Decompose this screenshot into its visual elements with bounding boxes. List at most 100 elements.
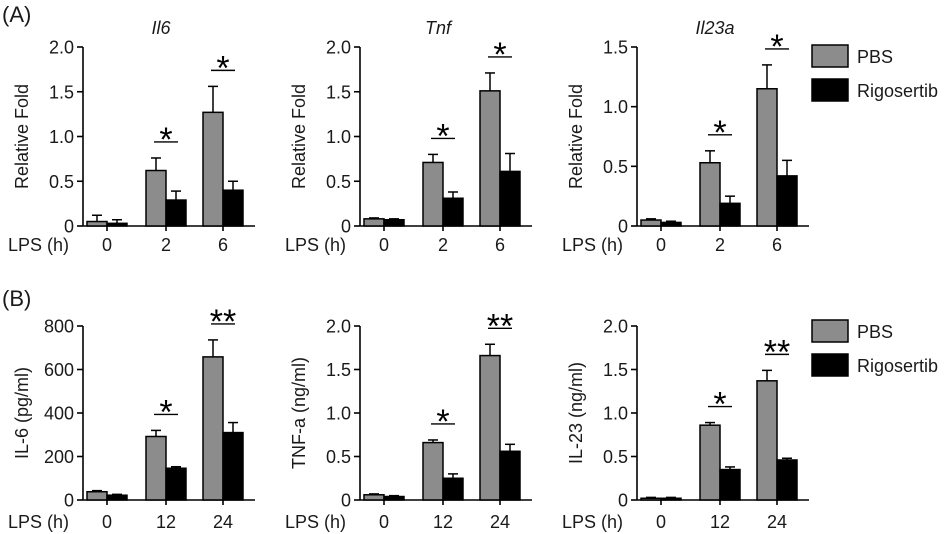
legend-label: Rigosertib xyxy=(857,356,938,376)
legend-item-pbs: PBS xyxy=(811,44,893,68)
significance-marker: * xyxy=(488,36,512,74)
x-tick-label: 24 xyxy=(767,512,787,532)
significance-asterisk: * xyxy=(436,117,449,155)
error-bar-rigosertib-0 xyxy=(389,218,399,220)
error-bar-rigosertib-2 xyxy=(171,190,181,201)
bar-pbs-12 xyxy=(422,441,444,501)
significance-asterisk: * xyxy=(159,121,172,159)
legend-label: PBS xyxy=(857,47,893,67)
bar-rigosertib-0 xyxy=(383,218,405,227)
error-bar-pbs-24 xyxy=(485,343,495,356)
significance-asterisk: * xyxy=(216,49,229,87)
legend: PBS Rigosertib xyxy=(811,319,938,377)
y-tick-label: 0 xyxy=(341,491,351,511)
x-axis-label: LPS (h) xyxy=(562,235,623,255)
error-bar-rigosertib-6 xyxy=(228,180,238,191)
error-bar-rigosertib-0 xyxy=(389,494,399,497)
y-tick-label: 2.0 xyxy=(49,38,74,58)
bar-rigosertib-24 xyxy=(499,450,521,501)
bar-pbs-0 xyxy=(86,490,108,501)
bar-pbs-24 xyxy=(756,380,778,501)
error-bar-pbs-12 xyxy=(705,421,715,426)
x-axis-label: LPS (h) xyxy=(8,512,69,532)
x-axis-label: LPS (h) xyxy=(8,235,69,255)
error-bar-rigosertib-24 xyxy=(228,421,238,433)
chart-title: Il23a xyxy=(695,18,734,38)
bar-rigosertib-2 xyxy=(719,202,741,227)
legend: PBS Rigosertib xyxy=(811,44,938,102)
bar-rigosertib-0 xyxy=(660,497,682,501)
error-bar-rigosertib-6 xyxy=(782,159,792,176)
error-bar-rigosertib-6 xyxy=(505,152,515,172)
legend-label: Rigosertib xyxy=(857,81,938,101)
x-tick-label: 0 xyxy=(379,235,389,255)
error-bar-rigosertib-0 xyxy=(112,218,122,224)
chart-title: Il6 xyxy=(151,18,171,38)
x-tick-label: 12 xyxy=(433,512,453,532)
y-tick-label: 0 xyxy=(64,217,74,237)
error-bar-rigosertib-2 xyxy=(725,195,735,204)
legend-item-rigosertib: Rigosertib xyxy=(811,78,938,102)
y-axis-label: TNF-a (ng/ml) xyxy=(289,357,309,469)
significance-marker: ** xyxy=(487,307,513,345)
bar-rigosertib-24 xyxy=(222,431,244,501)
legend-swatch xyxy=(811,78,849,102)
error-bar-pbs-6 xyxy=(485,72,495,91)
bar-pbs-6 xyxy=(479,90,501,227)
y-tick-label: 400 xyxy=(44,404,74,424)
error-bar-pbs-12 xyxy=(428,439,438,443)
x-tick-label: 2 xyxy=(715,235,725,255)
bar-pbs-2 xyxy=(145,169,167,227)
bar-pbs-2 xyxy=(422,161,444,227)
y-tick-label: 0 xyxy=(618,491,628,511)
y-tick-label: 600 xyxy=(44,360,74,380)
bar-rigosertib-0 xyxy=(106,222,128,227)
legend-label: PBS xyxy=(857,322,893,342)
bar-pbs-0 xyxy=(363,218,385,227)
error-bar-pbs-12 xyxy=(151,429,161,437)
significance-marker: ** xyxy=(210,303,236,341)
bar-pbs-24 xyxy=(202,356,224,501)
x-tick-label: 2 xyxy=(438,235,448,255)
chart-title: Tnf xyxy=(425,18,453,38)
error-bar-pbs-2 xyxy=(705,150,715,163)
y-tick-label: 0.5 xyxy=(603,447,628,467)
y-tick-label: 0 xyxy=(618,217,628,237)
y-tick-label: 0.5 xyxy=(326,447,351,467)
y-tick-label: 1.5 xyxy=(603,360,628,380)
error-bar-pbs-24 xyxy=(762,369,772,381)
y-axis-label: Relative Fold xyxy=(12,84,32,189)
error-bar-pbs-0 xyxy=(369,493,379,495)
y-axis-label: IL-23 (ng/ml) xyxy=(566,362,586,464)
significance-marker: * xyxy=(708,386,732,424)
bar-pbs-0 xyxy=(363,494,385,501)
x-axis-label: LPS (h) xyxy=(285,235,346,255)
bar-rigosertib-6 xyxy=(499,170,521,227)
significance-asterisk: ** xyxy=(210,303,236,341)
y-tick-label: 1.0 xyxy=(326,404,351,424)
significance-marker: * xyxy=(431,117,455,155)
significance-asterisk: * xyxy=(493,36,506,74)
significance-marker: * xyxy=(154,121,178,159)
y-tick-label: 2.0 xyxy=(326,38,351,58)
error-bar-pbs-0 xyxy=(646,218,656,221)
error-bar-pbs-24 xyxy=(208,339,218,357)
y-tick-label: 1.5 xyxy=(49,82,74,102)
x-tick-label: 24 xyxy=(213,512,233,532)
legend-swatch xyxy=(811,353,849,377)
significance-marker: * xyxy=(765,28,789,66)
error-bar-rigosertib-0 xyxy=(666,496,676,499)
x-tick-label: 0 xyxy=(656,235,666,255)
bar-pbs-12 xyxy=(145,435,167,501)
y-tick-label: 1.5 xyxy=(326,360,351,380)
bar-pbs-6 xyxy=(202,111,224,227)
legend-item-pbs: PBS xyxy=(811,319,893,343)
error-bar-pbs-0 xyxy=(92,214,102,222)
significance-asterisk: * xyxy=(713,114,726,152)
y-tick-label: 0 xyxy=(64,491,74,511)
